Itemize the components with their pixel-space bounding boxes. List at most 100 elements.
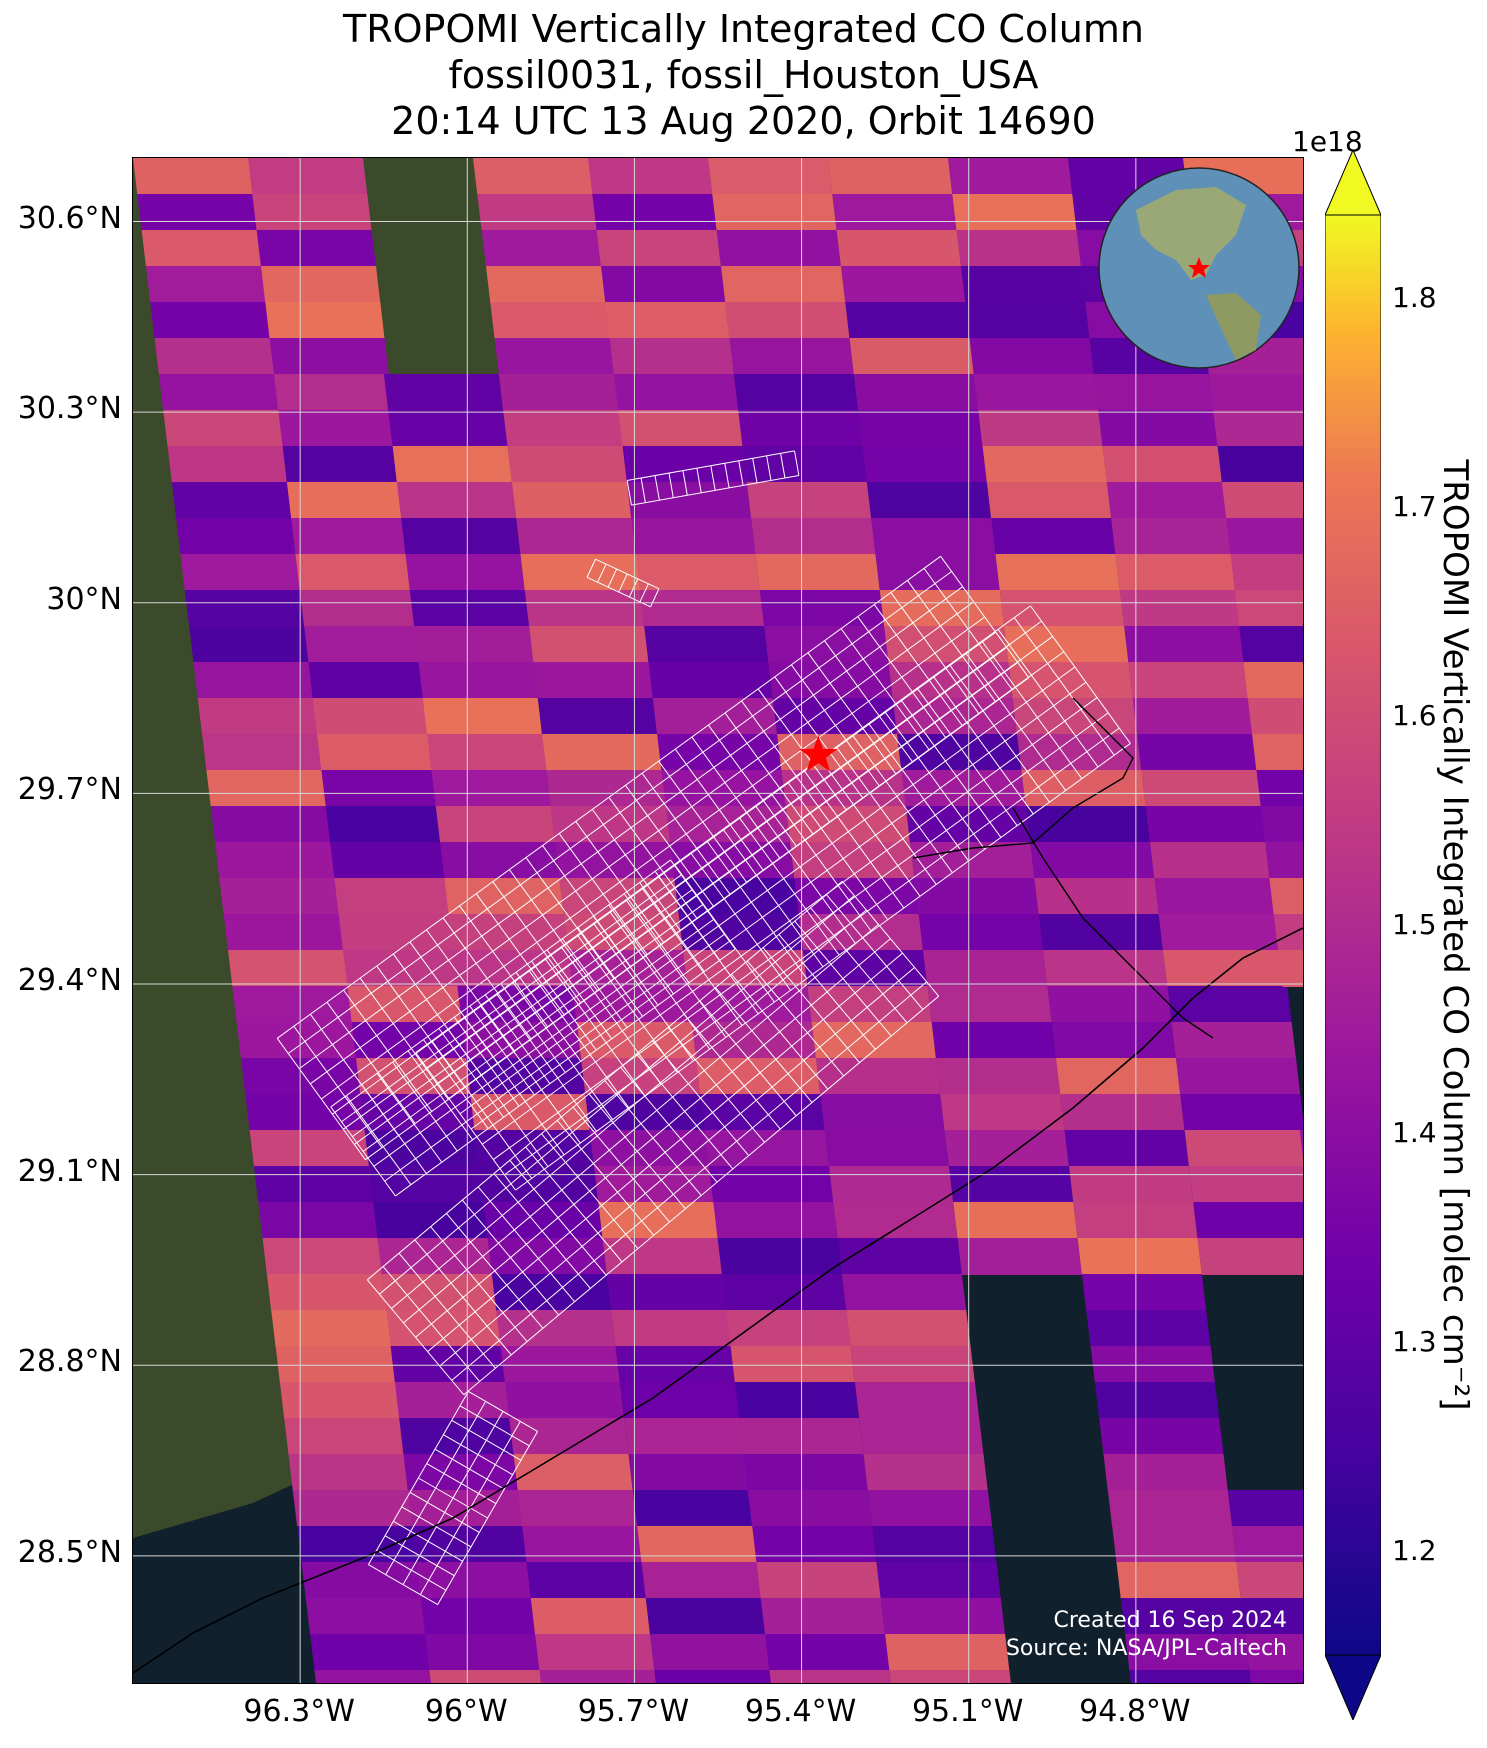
- tropomi-pixel: [334, 878, 454, 915]
- tropomi-pixel: [1038, 914, 1163, 951]
- tropomi-pixel: [409, 590, 530, 627]
- tropomi-pixel: [1265, 842, 1303, 879]
- tropomi-pixel: [1247, 698, 1303, 735]
- sam-grid-line: [427, 952, 903, 1353]
- sam-grid-line: [900, 699, 1002, 838]
- tropomi-pixel: [717, 1238, 842, 1275]
- lat-tick-label: 30°N: [46, 581, 122, 617]
- tropomi-pixel: [721, 1274, 847, 1311]
- tropomi-pixel: [794, 878, 919, 915]
- tropomi-pixel: [494, 338, 619, 375]
- sam-grid-line: [448, 651, 1065, 1099]
- tropomi-pixel: [431, 770, 551, 807]
- tropomi-pixel: [256, 230, 376, 267]
- tropomi-pixel: [1069, 1166, 1194, 1203]
- sam-grid-line: [706, 840, 808, 979]
- colorbar-tick-label: 1.3: [1392, 1324, 1437, 1358]
- tropomi-pixel: [1236, 1562, 1303, 1599]
- tropomi-pixel: [477, 194, 602, 231]
- tropomi-pixel: [764, 626, 889, 663]
- tropomi-pixel: [1129, 1670, 1251, 1683]
- tropomi-pixel: [897, 734, 1022, 771]
- colorbar-tick-label: 1.4: [1392, 1116, 1437, 1150]
- tropomi-pixel: [297, 1526, 422, 1563]
- tropomi-pixel: [288, 1454, 413, 1491]
- sam-grid-line: [1030, 605, 1131, 744]
- tropomi-pixel: [278, 410, 398, 447]
- sam-grid-line: [415, 1052, 516, 1191]
- sam-grid-line: [439, 967, 915, 1367]
- sam-grid-line: [639, 583, 649, 603]
- tropomi-pixel: [652, 698, 778, 735]
- lon-tick-label: 95.1°W: [911, 1694, 1024, 1729]
- tropomi-pixel: [956, 230, 1081, 267]
- tropomi-pixel: [420, 1598, 541, 1635]
- sam-grid-line: [459, 666, 1076, 1115]
- tropomi-pixel: [712, 194, 837, 231]
- sam-grid-line: [819, 758, 921, 897]
- tropomi-pixel: [1120, 1598, 1246, 1635]
- lon-tick-label: 95.4°W: [744, 1694, 857, 1729]
- sam-grid-line: [650, 588, 660, 608]
- tropomi-pixel: [657, 734, 782, 771]
- sam-grid-line: [276, 555, 941, 1039]
- sam-grid-line: [868, 723, 969, 862]
- tropomi-pixel: [952, 194, 1077, 231]
- tropomi-pixel: [180, 554, 305, 591]
- sam-grid-line: [504, 727, 1120, 1176]
- tropomi-pixel: [785, 806, 911, 843]
- target-marker-star[interactable]: [799, 735, 838, 772]
- tropomi-pixel: [189, 626, 314, 663]
- tropomi-pixel: [429, 1670, 546, 1683]
- sam-grid-line: [415, 938, 891, 1338]
- tropomi-pixel: [440, 842, 560, 879]
- sam-grid-line: [479, 1005, 581, 1144]
- tropomi-pixel: [743, 1454, 868, 1491]
- tropomi-pixel: [1217, 446, 1303, 483]
- tropomi-pixel: [1004, 626, 1129, 663]
- map-panel[interactable]: Created 16 Sep 2024 Source: NASA/JPL-Cal…: [132, 157, 1304, 1684]
- sam-grid-line: [481, 697, 1098, 1145]
- tropomi-pixel: [828, 158, 953, 195]
- tropomi-pixel: [866, 482, 992, 519]
- tropomi-pixel: [520, 554, 645, 591]
- tropomi-pixel: [1249, 1670, 1303, 1683]
- tropomi-pixel: [210, 806, 336, 843]
- map-canvas: [133, 158, 1303, 1683]
- tropomi-pixel: [1260, 806, 1303, 843]
- sam-grid-line: [997, 629, 1099, 768]
- tropomi-pixel: [700, 1094, 825, 1131]
- tropomi-pixel: [803, 950, 928, 987]
- tropomi-pixel: [820, 1094, 945, 1131]
- lat-tick-label: 30.6°N: [17, 200, 122, 236]
- title-line-3: 20:14 UTC 13 Aug 2020, Orbit 14690: [391, 99, 1096, 143]
- tropomi-pixel: [589, 1130, 714, 1167]
- tropomi-pixel: [756, 1562, 881, 1599]
- tropomi-pixel: [539, 1670, 656, 1683]
- tropomi-pixel: [364, 1130, 484, 1167]
- tropomi-pixel: [615, 1346, 740, 1383]
- sam-grid-line: [852, 734, 953, 874]
- tropomi-pixel: [498, 374, 624, 411]
- sam-grid-line: [595, 558, 660, 590]
- tropomi-pixel: [150, 302, 275, 339]
- sam-grid-line: [682, 470, 688, 496]
- tropomi-pixel: [232, 986, 357, 1023]
- tropomi-pixel: [859, 1418, 984, 1455]
- tropomi-pixel: [986, 482, 1112, 519]
- sam-grid-line: [577, 934, 678, 1073]
- source-credit: Source: NASA/JPL-Caltech: [1005, 1636, 1287, 1661]
- sam-grid-line: [341, 874, 682, 1123]
- sam-grid-line: [384, 933, 725, 1182]
- lat-tick-label: 30.3°N: [17, 391, 122, 427]
- tropomi-pixel: [628, 1454, 753, 1491]
- sam-grid-line: [470, 681, 1087, 1130]
- tropomi-pixel: [1240, 1598, 1303, 1635]
- sam-grid-line: [463, 1017, 565, 1156]
- sam-grid-line: [626, 480, 632, 506]
- tropomi-pixel: [746, 482, 872, 519]
- sam-grid-line: [722, 828, 824, 968]
- tropomi-pixel: [592, 194, 717, 231]
- tropomi-pixel: [948, 158, 1073, 195]
- tropomi-pixel: [648, 662, 773, 699]
